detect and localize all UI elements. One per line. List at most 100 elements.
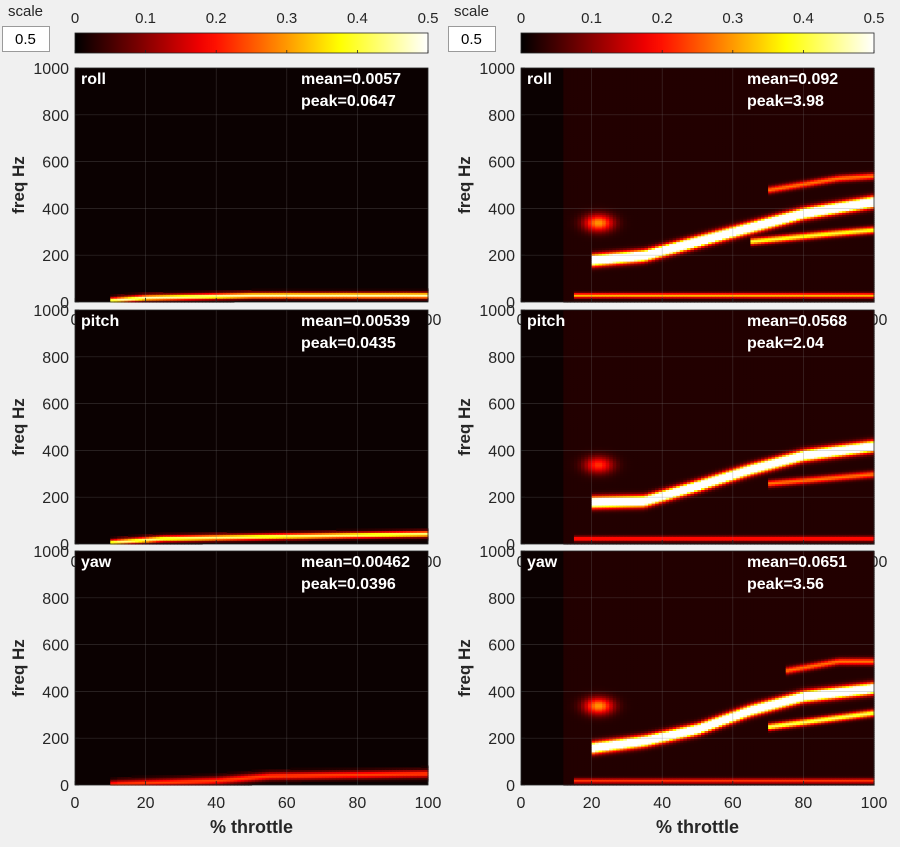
heatmap-cell bbox=[417, 528, 421, 531]
axis-name-label: pitch bbox=[81, 313, 119, 330]
heatmap-cell bbox=[160, 292, 164, 295]
heatmap-cell bbox=[252, 288, 256, 291]
heatmap-cell bbox=[389, 528, 393, 531]
heatmap-cell bbox=[181, 290, 185, 293]
heatmap-cell bbox=[149, 292, 153, 295]
heatmap-cell bbox=[417, 767, 421, 770]
heatmap-cell bbox=[280, 530, 284, 533]
heatmap-cell bbox=[280, 769, 284, 772]
heatmap-cell bbox=[287, 769, 291, 772]
heatmap-cell bbox=[252, 769, 256, 772]
heatmap-cell bbox=[343, 767, 347, 770]
heatmap-cell bbox=[110, 294, 114, 297]
heatmap-cell bbox=[340, 288, 344, 291]
heatmap-cell bbox=[206, 532, 210, 535]
heatmap-cell bbox=[146, 534, 150, 537]
heatmap-cell bbox=[223, 290, 227, 293]
heatmap-cell bbox=[167, 532, 171, 535]
heatmap-cell bbox=[163, 532, 167, 535]
heatmap-cell bbox=[382, 528, 386, 531]
peak-label: peak=0.0396 bbox=[301, 576, 396, 593]
heatmap-cell bbox=[269, 769, 273, 772]
heatmap-cell bbox=[396, 767, 400, 770]
heatmap-cell bbox=[202, 773, 206, 776]
heatmap-cell bbox=[379, 288, 383, 291]
heatmap-cell bbox=[156, 292, 160, 295]
heatmap-cell bbox=[403, 288, 407, 291]
heatmap-cell bbox=[417, 288, 421, 291]
heatmap-cell bbox=[174, 290, 178, 293]
y-tick-label: 400 bbox=[42, 201, 69, 218]
heatmap-cell bbox=[174, 775, 178, 778]
heatmap-cell bbox=[220, 532, 224, 535]
heatmap-cell bbox=[199, 290, 203, 293]
heatmap-cell bbox=[216, 532, 220, 535]
y-tick-label: 600 bbox=[42, 155, 69, 172]
x-tick-label: 0 bbox=[71, 795, 80, 812]
heatmap-cell bbox=[372, 767, 376, 770]
heatmap-cell bbox=[364, 288, 368, 291]
heatmap-cell bbox=[322, 530, 326, 533]
heatmap-cell bbox=[124, 292, 128, 295]
heatmap-cell bbox=[160, 775, 164, 778]
x-tick-label: 60 bbox=[278, 795, 296, 812]
heatmap-cell bbox=[149, 775, 153, 778]
heatmap-cell bbox=[319, 288, 323, 291]
heatmap-cell bbox=[336, 288, 340, 291]
heatmap-cell bbox=[403, 528, 407, 531]
y-tick-label: 600 bbox=[42, 397, 69, 414]
heatmap-cell bbox=[237, 290, 241, 293]
heatmap-cell bbox=[396, 288, 400, 291]
heatmap-cell bbox=[382, 288, 386, 291]
colorbar-tick-label: 0.3 bbox=[276, 10, 297, 27]
heatmap-cell bbox=[241, 290, 245, 293]
heatmap-cell bbox=[252, 530, 256, 533]
colorbar-tick-label: 0.3 bbox=[722, 10, 743, 27]
y-axis-label: freq Hz bbox=[9, 156, 28, 214]
heatmap-cell bbox=[372, 288, 376, 291]
heatmap-cell bbox=[350, 767, 354, 770]
heatmap-cell bbox=[227, 530, 231, 533]
heatmap-cell bbox=[386, 288, 390, 291]
colorbar-tick-label: 0.4 bbox=[347, 10, 368, 27]
heatmap-cell bbox=[188, 290, 192, 293]
heatmap-cell bbox=[177, 532, 181, 535]
mean-label: mean=0.00462 bbox=[301, 554, 410, 571]
heatmap-cell bbox=[414, 767, 418, 770]
heatmap-cell bbox=[396, 528, 400, 531]
colorbar-tick-label: 0.2 bbox=[206, 10, 227, 27]
y-tick-label: 800 bbox=[42, 591, 69, 608]
heatmap-cell bbox=[259, 530, 263, 533]
heatmap-cell bbox=[347, 288, 351, 291]
heatmap-cell bbox=[110, 536, 114, 539]
colorbar-tick-label: 0.1 bbox=[581, 10, 602, 27]
heatmap-cell bbox=[135, 534, 139, 537]
heatmap-cell bbox=[209, 773, 213, 776]
heatmap-cell bbox=[403, 767, 407, 770]
peak-label: peak=0.0647 bbox=[301, 93, 396, 110]
heatmap-cell bbox=[128, 292, 132, 295]
y-tick-label: 0 bbox=[60, 778, 69, 795]
heatmap-cell bbox=[223, 532, 227, 535]
x-tick-label: 80 bbox=[349, 795, 367, 812]
heatmap-cell bbox=[262, 530, 266, 533]
heatmap-cell bbox=[357, 767, 361, 770]
heatmap-cell bbox=[322, 767, 326, 770]
axis-name-label: roll bbox=[81, 71, 106, 88]
heatmap-cell bbox=[237, 530, 241, 533]
heatmap-cell bbox=[389, 288, 393, 291]
x-tick-label: 20 bbox=[137, 795, 155, 812]
heatmap-cell bbox=[386, 767, 390, 770]
heatmap-cell bbox=[304, 530, 308, 533]
heatmap-cell bbox=[146, 775, 150, 778]
heatmap-cell bbox=[153, 292, 157, 295]
heatmap-cell bbox=[276, 530, 280, 533]
heatmap-cell bbox=[259, 769, 263, 772]
heatmap-cell bbox=[199, 773, 203, 776]
heatmap-cell bbox=[357, 528, 361, 531]
heatmap-cell bbox=[188, 532, 192, 535]
heatmap-cell bbox=[301, 530, 305, 533]
heatmap-cell bbox=[195, 773, 199, 776]
heatmap-cell bbox=[269, 530, 273, 533]
